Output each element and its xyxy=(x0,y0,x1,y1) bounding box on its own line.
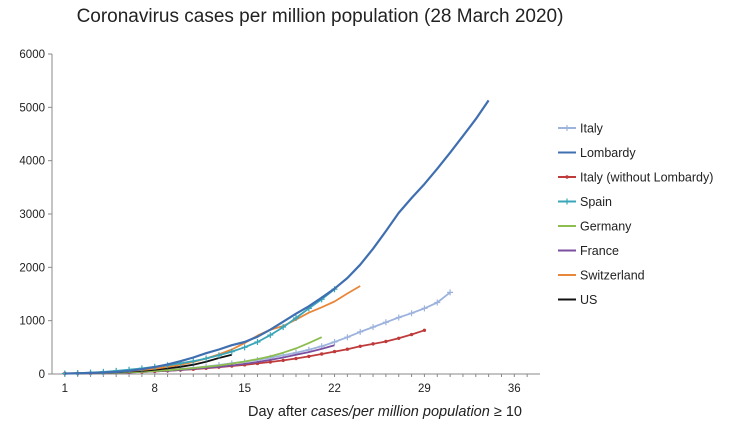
series-layer xyxy=(61,99,490,377)
legend-label: Germany xyxy=(580,220,632,234)
legend-label: Italy (without Lombardy) xyxy=(580,171,713,185)
data-point xyxy=(434,299,441,306)
legend-item-lombardy: Lombardy xyxy=(558,146,636,160)
x-tick-label: 36 xyxy=(508,383,521,395)
data-point xyxy=(281,358,285,363)
data-point xyxy=(267,332,274,339)
x-tick-label: 15 xyxy=(238,383,251,395)
data-point xyxy=(203,355,210,362)
data-point xyxy=(319,352,324,356)
y-tick-label: 3000 xyxy=(19,209,45,221)
data-point xyxy=(294,356,298,361)
series-line-italy-without-lombardy xyxy=(64,329,425,375)
y-tick-label: 5000 xyxy=(19,102,45,114)
data-point xyxy=(307,354,311,359)
data-point xyxy=(268,360,273,364)
legend-label: US xyxy=(580,293,597,307)
legend-item-italy-without-lombardy: Italy (without Lombardy) xyxy=(558,171,713,185)
legend-label: France xyxy=(580,244,619,258)
legend-item-france: France xyxy=(558,244,619,258)
x-tick-label: 1 xyxy=(62,383,68,395)
chart-axes: 0 1000 2000 3000 4000 5000 6000 1 8 15 22 29 36 xyxy=(19,49,540,395)
series-italy-without-lombardy xyxy=(63,328,427,376)
data-point xyxy=(280,324,287,331)
data-point xyxy=(358,344,362,348)
legend-label: Spain xyxy=(580,195,612,209)
data-point xyxy=(190,358,197,365)
legend-marker xyxy=(565,175,569,179)
data-point xyxy=(408,310,415,317)
data-point xyxy=(397,336,401,340)
data-point xyxy=(331,339,338,345)
data-point xyxy=(447,289,454,296)
chart-title: Coronavirus cases per million population… xyxy=(76,6,564,27)
data-point xyxy=(332,349,337,354)
data-point xyxy=(344,334,351,341)
data-point xyxy=(395,314,402,321)
chart-legend: Italy Lombardy Italy (without Lombardy) Spa… xyxy=(558,122,713,307)
x-axis-label-italic: cases/per million population xyxy=(310,404,490,420)
data-point xyxy=(422,328,427,332)
legend-item-germany: Germany xyxy=(558,220,632,234)
series-line-lombardy xyxy=(64,99,490,375)
data-point xyxy=(370,324,377,331)
legend-item-italy: Italy xyxy=(558,122,604,136)
legend-marker xyxy=(564,198,570,205)
data-point xyxy=(382,319,389,326)
data-point xyxy=(241,344,248,351)
legend-item-us: US xyxy=(558,293,597,307)
legend-item-switzerland: Switzerland xyxy=(558,269,645,283)
data-point xyxy=(293,315,299,321)
data-point xyxy=(357,328,364,335)
x-tick-label: 22 xyxy=(328,383,341,395)
data-point xyxy=(215,352,222,359)
data-point xyxy=(345,347,350,351)
legend-label: Italy xyxy=(580,122,604,136)
y-tick-label: 4000 xyxy=(19,156,45,168)
data-point xyxy=(254,339,261,345)
legend-item-spain: Spain xyxy=(558,195,612,209)
x-tick-label: 29 xyxy=(418,383,431,395)
y-tick-label: 1000 xyxy=(19,316,45,328)
x-axis-label: Day after cases/per million population ≥… xyxy=(195,404,575,420)
data-point xyxy=(421,305,428,312)
data-point xyxy=(384,339,388,344)
legend-marker xyxy=(564,125,570,131)
legend-label: Lombardy xyxy=(580,146,636,160)
x-axis-label-suffix: ≥ 10 xyxy=(489,404,522,420)
series-lombardy xyxy=(64,99,490,375)
data-point xyxy=(409,332,414,337)
x-tick-label: 8 xyxy=(152,383,158,395)
data-point xyxy=(228,348,235,355)
x-axis-label-prefix: Day after xyxy=(248,404,311,420)
y-tick-label: 2000 xyxy=(19,262,45,274)
data-point xyxy=(371,342,375,346)
y-tick-label: 6000 xyxy=(19,49,45,61)
legend-label: Switzerland xyxy=(580,269,645,283)
y-tick-label: 0 xyxy=(39,369,45,381)
